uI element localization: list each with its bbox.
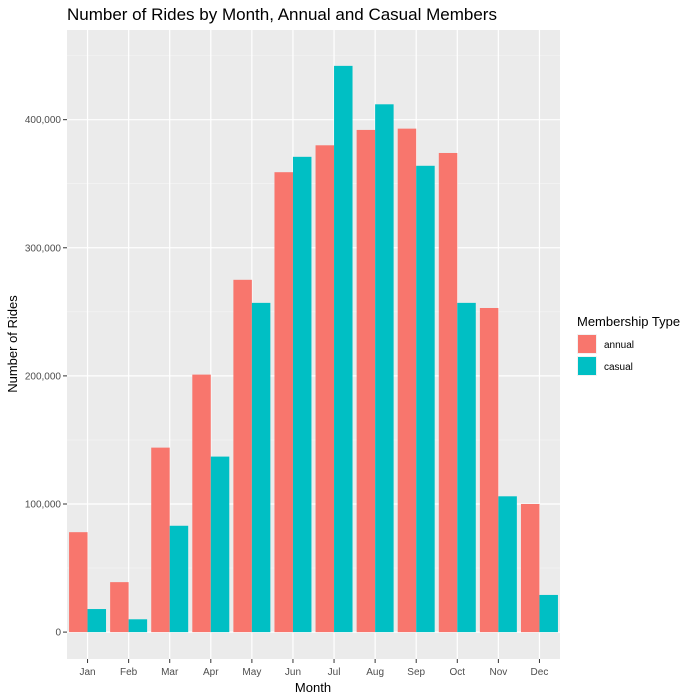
bar-casual-jul [334, 65, 353, 633]
x-tick-label: Nov [489, 667, 507, 678]
bar-annual-jun [274, 172, 293, 633]
x-tick-label: Jun [285, 667, 301, 678]
chart-title: Number of Rides by Month, Annual and Cas… [67, 5, 497, 24]
y-tick-label: 300,000 [25, 243, 62, 254]
x-tick-label: May [242, 667, 261, 678]
plot-panel [67, 30, 560, 659]
bar-casual-apr [210, 456, 230, 633]
bar-annual-oct [438, 152, 458, 633]
bar-casual-aug [375, 104, 394, 633]
x-tick-label: Dec [531, 667, 549, 678]
bar-casual-jun [292, 156, 312, 633]
x-axis: Jan Feb Mar Apr May Jun Jul Aug Sep Oct Nov Dec [79, 659, 548, 678]
legend-label-casual: casual [604, 362, 633, 373]
y-tick-label: 0 [55, 628, 61, 639]
y-axis: 0 100,000 200,000 300,000 400,000 [25, 115, 67, 639]
bar-annual-nov [479, 307, 499, 633]
bar-annual-jul [315, 145, 335, 633]
bar-casual-may [251, 302, 271, 633]
bar-casual-feb [128, 619, 148, 633]
bar-annual-may [233, 279, 252, 633]
bar-casual-oct [457, 302, 476, 633]
y-tick-label: 400,000 [25, 115, 62, 126]
legend: Membership Type annual casual [577, 314, 680, 376]
y-tick-label: 100,000 [25, 499, 62, 510]
x-tick-label: Oct [450, 667, 466, 678]
bar-annual-dec [520, 503, 540, 633]
x-tick-label: Jan [79, 667, 95, 678]
bar-annual-sep [397, 128, 417, 633]
x-tick-label: Jul [328, 667, 341, 678]
y-axis-title: Number of Rides [5, 295, 20, 393]
x-tick-label: Mar [161, 667, 179, 678]
x-tick-label: Aug [366, 667, 384, 678]
bar-annual-apr [192, 374, 211, 633]
legend-label-annual: annual [604, 340, 634, 351]
bar-casual-jan [87, 609, 107, 633]
bar-casual-sep [416, 165, 435, 633]
bar-casual-dec [539, 594, 558, 633]
legend-swatch-annual [578, 335, 596, 353]
bar-annual-aug [356, 129, 376, 633]
x-tick-label: Apr [203, 667, 219, 678]
y-tick-label: 200,000 [25, 371, 62, 382]
legend-title: Membership Type [577, 314, 680, 329]
legend-swatch-casual [578, 357, 596, 375]
bar-casual-mar [169, 525, 189, 633]
bar-annual-jan [69, 532, 88, 633]
bar-annual-feb [110, 582, 129, 633]
bar-casual-nov [498, 496, 517, 633]
bar-annual-mar [151, 447, 170, 633]
x-tick-label: Sep [407, 667, 425, 678]
bars [69, 65, 558, 633]
x-axis-title: Month [295, 680, 331, 695]
x-tick-label: Feb [120, 667, 138, 678]
